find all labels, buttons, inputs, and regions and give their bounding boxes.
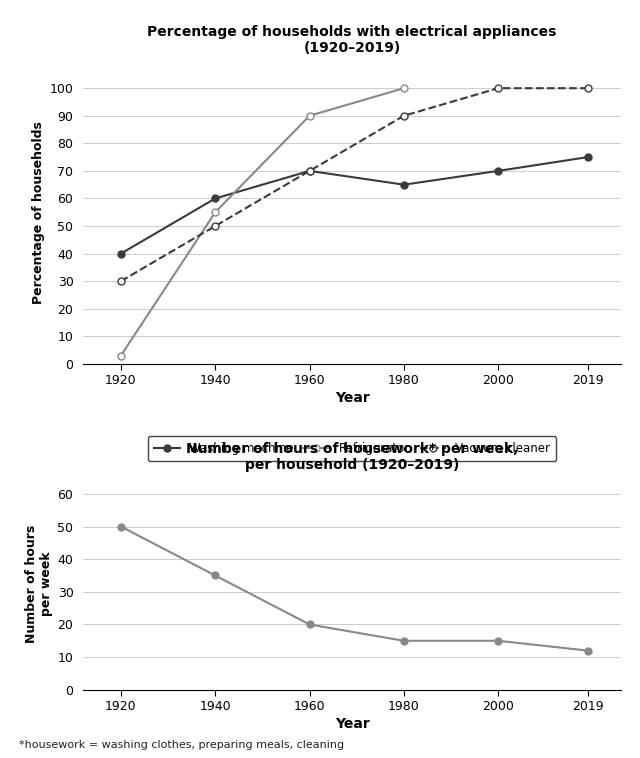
Y-axis label: Number of hours
per week: Number of hours per week (26, 525, 53, 643)
Legend: Washing machine, Refrigerator, Vacuum cleaner: Washing machine, Refrigerator, Vacuum cl… (148, 437, 556, 462)
Title: Number of hours of housework* per week,
per household (1920–2019): Number of hours of housework* per week, … (186, 442, 518, 472)
X-axis label: Year: Year (335, 391, 369, 406)
Title: Percentage of households with electrical appliances
(1920–2019): Percentage of households with electrical… (147, 25, 557, 55)
Y-axis label: Percentage of households: Percentage of households (33, 121, 45, 304)
X-axis label: Year: Year (335, 717, 369, 731)
Text: *housework = washing clothes, preparing meals, cleaning: *housework = washing clothes, preparing … (19, 741, 344, 750)
